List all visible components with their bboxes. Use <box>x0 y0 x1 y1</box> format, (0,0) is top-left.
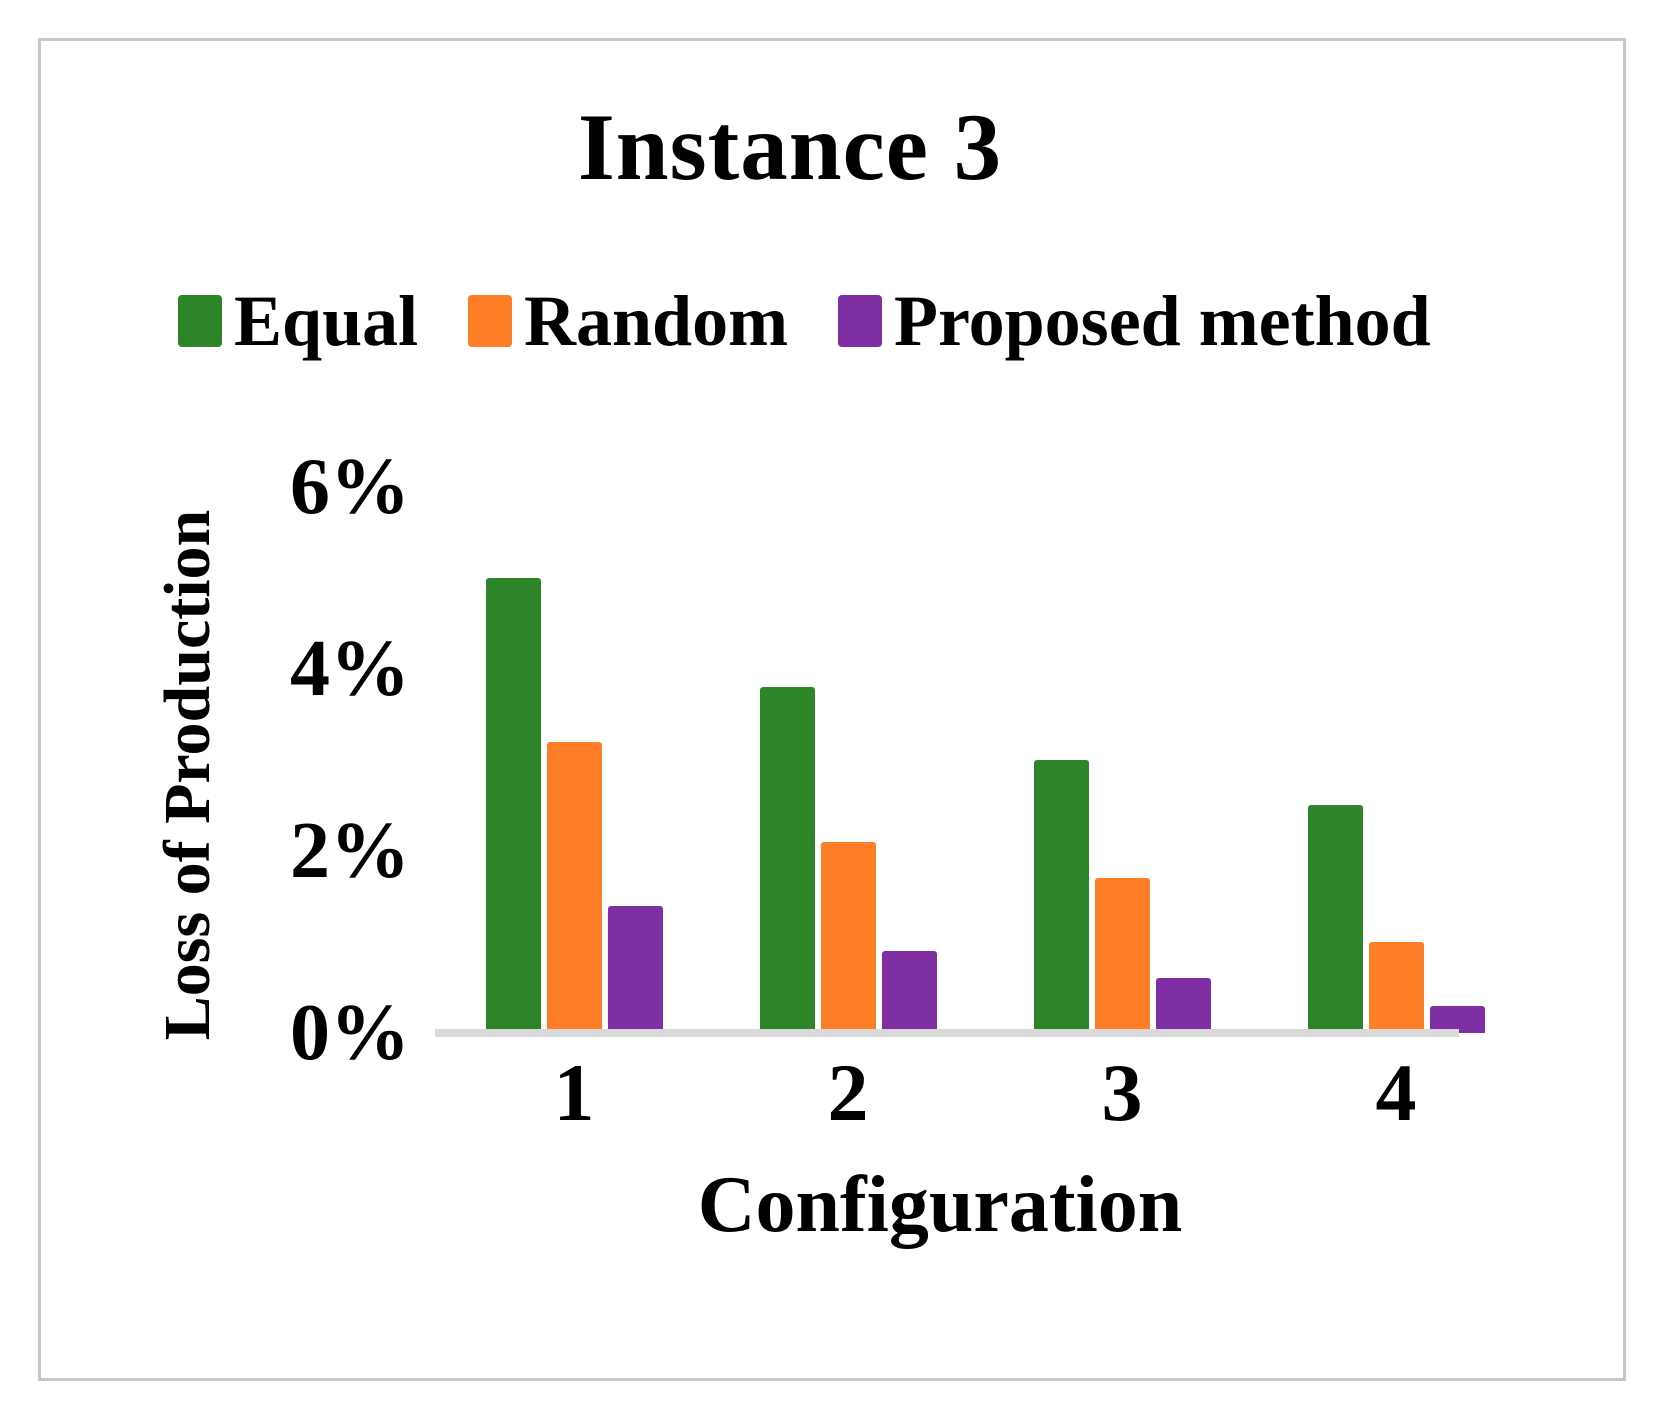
x-axis-line <box>435 1029 1459 1037</box>
legend-label-random: Random <box>524 281 789 361</box>
legend-label-equal: Equal <box>234 281 419 361</box>
y-tick-label-6pct: 6% <box>290 443 410 531</box>
bar-random-config-4 <box>1368 942 1424 1033</box>
legend-item-random: Random <box>468 281 789 361</box>
x-tick-label-4: 4 <box>1375 1047 1417 1138</box>
legend-item-proposed-method: Proposed method <box>838 281 1431 361</box>
y-axis-title: Loss of Production <box>151 509 224 1041</box>
y-tick-label-0pct: 0% <box>290 989 410 1077</box>
bar-proposed-method-config-3 <box>1155 978 1211 1033</box>
plot-area <box>437 487 1485 1033</box>
legend-label-proposed-method: Proposed method <box>894 281 1431 361</box>
bar-random-config-3 <box>1094 878 1150 1033</box>
y-tick-label-2pct: 2% <box>290 807 410 895</box>
bar-random-config-1 <box>546 742 602 1033</box>
x-tick-label-1: 1 <box>553 1047 595 1138</box>
chart-outer-border <box>38 38 1626 1381</box>
x-tick-label-2: 2 <box>827 1047 869 1138</box>
bar-equal-config-2 <box>759 687 815 1033</box>
bar-equal-config-3 <box>1033 760 1089 1033</box>
bar-proposed-method-config-1 <box>607 906 663 1033</box>
bar-proposed-method-config-4 <box>1429 1006 1485 1033</box>
bar-proposed-method-config-2 <box>881 951 937 1033</box>
bar-equal-config-4 <box>1307 805 1363 1033</box>
bar-equal-config-1 <box>485 578 541 1033</box>
legend-swatch-random <box>468 295 512 347</box>
x-tick-label-3: 3 <box>1101 1047 1143 1138</box>
y-tick-label-4pct: 4% <box>290 625 410 713</box>
legend-swatch-proposed-method <box>838 295 882 347</box>
bar-random-config-2 <box>820 842 876 1033</box>
x-axis-title: Configuration <box>697 1161 1183 1249</box>
legend-swatch-equal <box>178 295 222 347</box>
chart-title: Instance 3 <box>577 94 1003 200</box>
legend-item-equal: Equal <box>178 281 419 361</box>
